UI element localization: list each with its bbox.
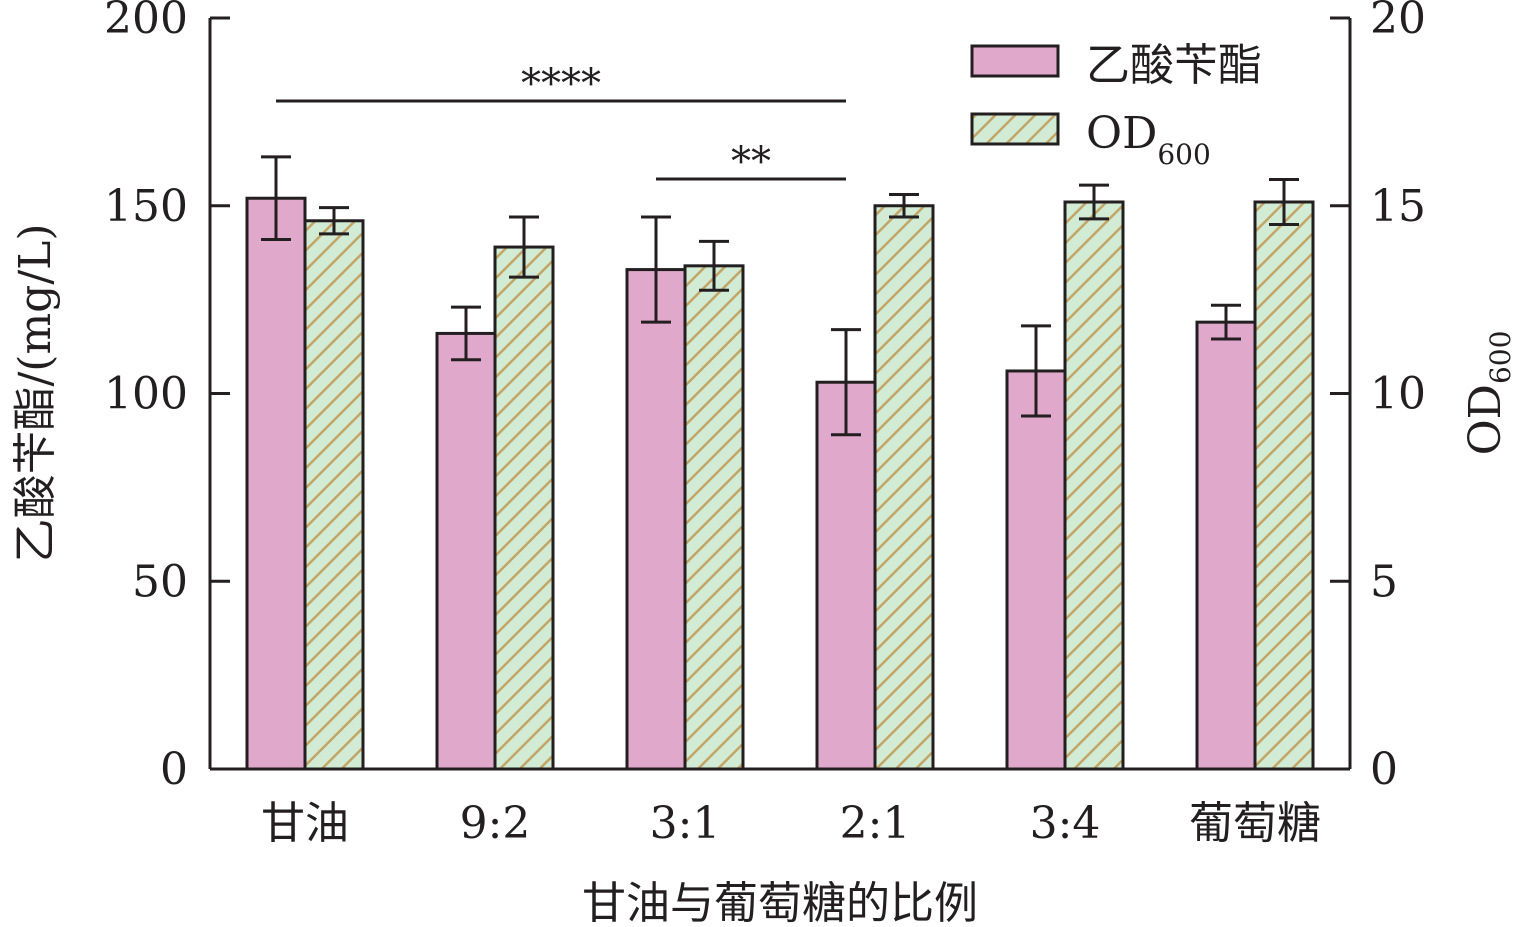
bar-series-2-5 bbox=[1063, 200, 1125, 771]
x-axis-title: 甘油与葡萄糖的比例 bbox=[582, 878, 978, 927]
left-tick-label: 150 bbox=[104, 181, 188, 232]
category-label-4: 2:1 bbox=[840, 798, 911, 849]
bar-series-1-2 bbox=[435, 331, 497, 771]
legend-label-series-1: 乙酸苄酯 bbox=[1086, 40, 1262, 91]
left-axis-ticks: 0 50 100 150 200 bbox=[104, 0, 230, 795]
right-tick-label: 20 bbox=[1370, 0, 1426, 44]
bar-series-1-3 bbox=[625, 268, 687, 771]
category-label-3: 3:1 bbox=[650, 798, 721, 849]
bar-series-1-5 bbox=[1005, 369, 1067, 771]
bar-series-2-2 bbox=[493, 245, 555, 771]
bar-series-1-4 bbox=[815, 380, 877, 771]
legend-swatch-series-1 bbox=[970, 44, 1060, 78]
category-label-2: 9:2 bbox=[460, 798, 531, 849]
bar-series-1-1 bbox=[245, 196, 307, 771]
category-label-5: 3:4 bbox=[1030, 798, 1101, 849]
bar-series-2-4 bbox=[873, 204, 935, 771]
legend-swatch-series-2 bbox=[970, 112, 1060, 146]
y-axis-left-title: 乙酸苄酯/(mg/L) bbox=[10, 223, 61, 562]
y-axis-right-title-sub: 600 bbox=[1484, 331, 1517, 384]
significance-label-1: **** bbox=[521, 61, 601, 107]
bars bbox=[245, 196, 1315, 771]
bar-series-2-1 bbox=[303, 219, 365, 771]
left-tick-label: 200 bbox=[104, 0, 188, 44]
category-label-6: 葡萄糖 bbox=[1189, 798, 1321, 849]
significance-label-2: ** bbox=[731, 139, 771, 185]
category-label-1: 甘油 bbox=[261, 798, 349, 849]
right-axis-ticks: 0 5 10 15 20 bbox=[1330, 0, 1426, 795]
y-axis-right-title: OD600 bbox=[1460, 331, 1517, 456]
error-bars bbox=[261, 155, 1299, 437]
right-tick-label: 5 bbox=[1370, 556, 1398, 607]
bar-series-2-3 bbox=[683, 264, 745, 771]
significance-brackets: ****** bbox=[276, 61, 846, 185]
category-labels: 甘油 9:2 3:1 2:1 3:4 葡萄糖 bbox=[261, 798, 1321, 849]
y-axis-right-title-base: OD bbox=[1460, 384, 1511, 455]
legend-label-series-2-base: OD bbox=[1086, 108, 1157, 159]
legend-label-series-2: OD600 bbox=[1086, 108, 1211, 171]
right-tick-label: 0 bbox=[1370, 744, 1398, 795]
legend: 乙酸苄酯 OD600 bbox=[970, 40, 1262, 171]
right-tick-label: 10 bbox=[1370, 369, 1426, 420]
left-tick-label: 100 bbox=[104, 369, 188, 420]
left-tick-label: 0 bbox=[160, 744, 188, 795]
legend-label-series-2-sub: 600 bbox=[1157, 138, 1210, 171]
right-tick-label: 15 bbox=[1370, 181, 1426, 232]
left-tick-label: 50 bbox=[132, 556, 188, 607]
bar-series-2-6 bbox=[1253, 200, 1315, 771]
bar-series-1-6 bbox=[1195, 320, 1257, 771]
